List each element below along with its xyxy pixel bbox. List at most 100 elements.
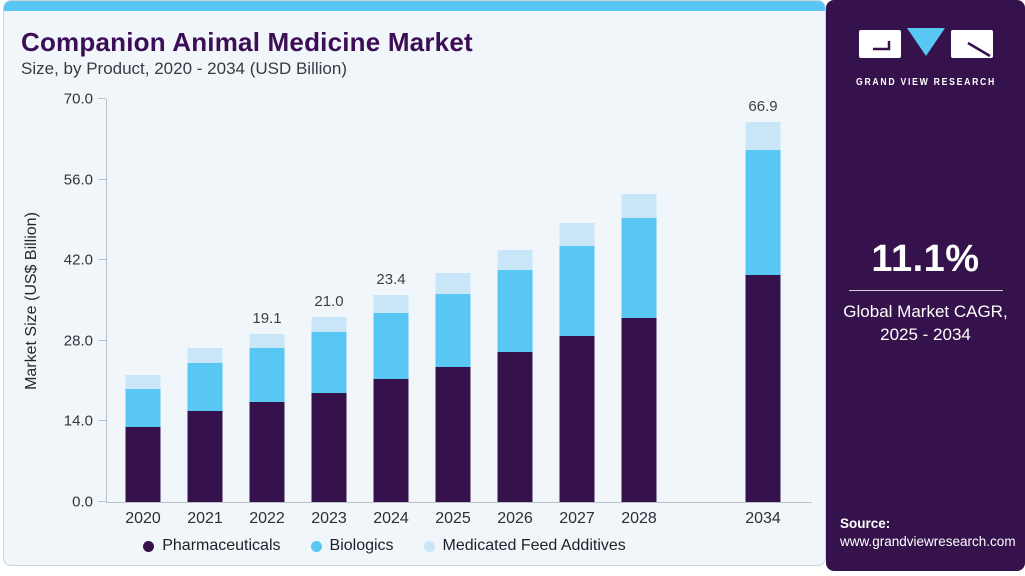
bar-gap-spacer bbox=[670, 99, 732, 502]
bars-container: 2020 2021 19.1 2022 21.0 2023 23.4 2024 2025 2026… bbox=[112, 98, 794, 527]
bar-slot: 19.1 2022 bbox=[236, 99, 298, 527]
bar-segment-pharmaceuticals bbox=[373, 378, 409, 502]
bar-segment-medicated-feed-additives bbox=[435, 273, 471, 294]
brand-sidebar: GRAND VIEW RESEARCH 11.1% Global Market … bbox=[826, 0, 1025, 571]
bar-segment-biologics bbox=[559, 245, 595, 337]
stacked-bar bbox=[249, 99, 285, 502]
y-tick-mark bbox=[98, 178, 106, 180]
bar-slot: 23.4 2024 bbox=[360, 99, 422, 527]
cagr-label-line1: Global Market CAGR, bbox=[843, 302, 1008, 321]
legend-item: Medicated Feed Additives bbox=[423, 537, 626, 555]
y-tick-mark bbox=[98, 420, 106, 422]
bar-value-label: 66.9 bbox=[748, 98, 778, 116]
y-tick-label: 70.0 bbox=[63, 90, 93, 108]
legend-item: Biologics bbox=[310, 537, 394, 555]
cagr-value: 11.1% bbox=[871, 238, 980, 280]
bar-segment-pharmaceuticals bbox=[497, 352, 533, 502]
x-tick-label: 2022 bbox=[249, 510, 285, 527]
y-tick-mark bbox=[98, 501, 106, 502]
plot-area: 2020 2021 19.1 2022 21.0 2023 23.4 2024 2025 2026… bbox=[64, 91, 812, 527]
stacked-bar bbox=[187, 99, 223, 502]
bar-segment-medicated-feed-additives bbox=[621, 194, 657, 218]
bar-segment-biologics bbox=[187, 362, 223, 412]
bar-value-label: 21.0 bbox=[314, 292, 344, 310]
stacked-bar bbox=[435, 99, 471, 502]
chart-subtitle: Size, by Product, 2020 - 2034 (USD Billi… bbox=[21, 59, 347, 78]
bar-segment-biologics bbox=[745, 150, 781, 275]
bar-slot: 21.0 2023 bbox=[298, 99, 360, 527]
bar-segment-medicated-feed-additives bbox=[373, 295, 409, 313]
source-url: www.grandviewresearch.com bbox=[840, 534, 1016, 549]
gvr-logo-icon: GRAND VIEW RESEARCH bbox=[856, 28, 996, 88]
x-tick-label: 2023 bbox=[311, 510, 347, 527]
bar-segment-pharmaceuticals bbox=[311, 392, 347, 502]
bar-segment-medicated-feed-additives bbox=[249, 333, 285, 349]
stacked-bar bbox=[559, 99, 595, 502]
brand-name: GRAND VIEW RESEARCH bbox=[856, 77, 996, 88]
bar-slot: 2020 bbox=[112, 99, 174, 527]
bar-segment-biologics bbox=[125, 388, 161, 428]
y-axis-label: Market Size (US$ Billion) bbox=[23, 212, 40, 390]
chart-card: Companion Animal Medicine Market Size, b… bbox=[3, 0, 826, 566]
legend-label: Biologics bbox=[329, 537, 394, 554]
bar-slot: 2027 bbox=[546, 99, 608, 527]
bar-segment-pharmaceuticals bbox=[125, 427, 161, 502]
y-tick-label: 28.0 bbox=[63, 332, 93, 350]
stacked-bar bbox=[373, 99, 409, 502]
stacked-bar bbox=[125, 99, 161, 502]
legend: Pharmaceuticals Biologics Medicated Feed A… bbox=[4, 537, 765, 555]
bar-segment-biologics bbox=[621, 217, 657, 319]
y-tick-label: 42.0 bbox=[63, 251, 93, 269]
x-tick-label: 2024 bbox=[373, 510, 409, 527]
x-tick-label: 2021 bbox=[187, 510, 223, 527]
y-tick-mark bbox=[98, 259, 106, 261]
brand-logo: GRAND VIEW RESEARCH bbox=[826, 22, 1025, 103]
legend-dot-icon bbox=[310, 540, 322, 552]
bar-value-label: 19.1 bbox=[252, 309, 282, 327]
source-label: Source: bbox=[840, 516, 891, 531]
bar-segment-pharmaceuticals bbox=[435, 366, 471, 502]
y-tick-label: 0.0 bbox=[72, 493, 93, 511]
cagr-block: 11.1% Global Market CAGR, 2025 - 2034 bbox=[838, 238, 1013, 347]
y-tick-mark bbox=[98, 98, 106, 99]
y-tick-label: 14.0 bbox=[63, 412, 93, 430]
legend-dot-icon bbox=[423, 540, 435, 552]
bar-segment-pharmaceuticals bbox=[187, 411, 223, 502]
bar-slot: 66.9 2034 bbox=[732, 98, 794, 527]
bar-segment-pharmaceuticals bbox=[249, 402, 285, 502]
cagr-label-line2: 2025 - 2034 bbox=[880, 324, 971, 344]
x-tick-label: 2025 bbox=[435, 510, 471, 527]
y-tick-mark bbox=[98, 339, 106, 341]
bar-segment-biologics bbox=[373, 312, 409, 379]
x-tick-label: 2034 bbox=[745, 510, 781, 527]
bar-segment-biologics bbox=[497, 270, 533, 353]
legend-dot-icon bbox=[143, 540, 155, 552]
x-tick-label: 2028 bbox=[621, 510, 657, 527]
cagr-divider bbox=[848, 290, 1003, 291]
legend-label: Pharmaceuticals bbox=[162, 537, 281, 554]
bar-segment-medicated-feed-additives bbox=[497, 250, 533, 271]
bar-segment-pharmaceuticals bbox=[621, 318, 657, 502]
card-top-accent-bar bbox=[4, 1, 825, 11]
stacked-bar bbox=[745, 99, 781, 502]
x-tick-label: 2027 bbox=[559, 510, 595, 527]
bar-slot: 2021 bbox=[174, 99, 236, 527]
bar-slot: 2025 bbox=[422, 99, 484, 527]
chart-title: Companion Animal Medicine Market bbox=[21, 27, 473, 57]
bar-segment-biologics bbox=[311, 331, 347, 393]
bar-segment-medicated-feed-additives bbox=[311, 316, 347, 332]
x-tick-label: 2020 bbox=[125, 510, 161, 527]
bar-segment-pharmaceuticals bbox=[745, 274, 781, 502]
bar-segment-medicated-feed-additives bbox=[187, 347, 223, 363]
bar-segment-medicated-feed-additives bbox=[559, 223, 595, 246]
bar-segment-pharmaceuticals bbox=[559, 336, 595, 502]
source-block: Source: www.grandviewresearch.com bbox=[840, 516, 1016, 549]
stacked-bar bbox=[621, 99, 657, 502]
x-tick-label: 2026 bbox=[497, 510, 533, 527]
y-tick-label: 56.0 bbox=[63, 171, 93, 189]
legend-item: Pharmaceuticals bbox=[143, 537, 281, 555]
bar-segment-biologics bbox=[249, 348, 285, 403]
bar-segment-medicated-feed-additives bbox=[745, 122, 781, 151]
stacked-bar bbox=[311, 99, 347, 502]
